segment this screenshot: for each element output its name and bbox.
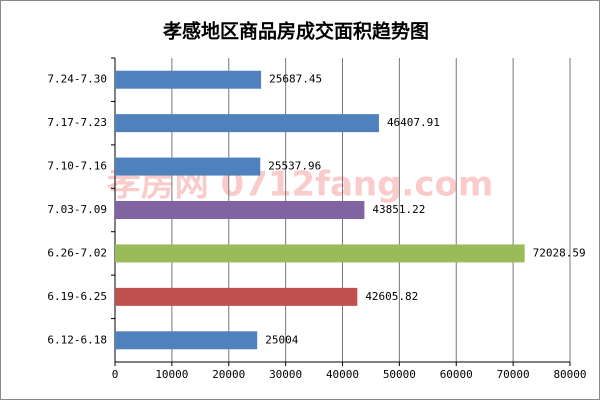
y-tick-label: 7.24-7.30 bbox=[47, 73, 107, 86]
y-tick-label: 7.10-7.16 bbox=[47, 160, 107, 173]
y-tick-label: 6.19-6.25 bbox=[47, 290, 107, 303]
x-tick-label: 50000 bbox=[383, 368, 416, 381]
x-tick-label: 40000 bbox=[326, 368, 359, 381]
bar bbox=[115, 331, 258, 350]
bar bbox=[115, 157, 261, 176]
x-tick-label: 70000 bbox=[497, 368, 530, 381]
y-tick-label: 6.12-6.18 bbox=[47, 333, 107, 346]
y-tick-label: 7.03-7.09 bbox=[47, 203, 107, 216]
chart-title: 孝感地区商品房成交面积趋势图 bbox=[163, 20, 429, 43]
bar bbox=[115, 70, 262, 89]
x-tick-label: 20000 bbox=[212, 368, 245, 381]
x-tick-label: 60000 bbox=[440, 368, 473, 381]
value-label: 25537.96 bbox=[268, 160, 321, 173]
x-tick-label: 10000 bbox=[155, 368, 188, 381]
bar bbox=[115, 244, 525, 263]
bar bbox=[115, 114, 379, 133]
value-label: 25004 bbox=[265, 333, 298, 346]
value-label: 72028.59 bbox=[533, 246, 586, 259]
bar bbox=[115, 201, 365, 219]
bar bbox=[115, 287, 358, 306]
value-label: 42605.82 bbox=[365, 290, 418, 303]
value-label: 43851.22 bbox=[372, 203, 425, 216]
value-label: 25687.45 bbox=[269, 73, 322, 86]
value-label: 46407.91 bbox=[387, 116, 440, 129]
y-tick-label: 7.17-7.23 bbox=[47, 116, 107, 129]
x-tick-label: 80000 bbox=[553, 368, 586, 381]
y-tick-label: 6.26-7.02 bbox=[47, 246, 107, 259]
x-tick-label: 30000 bbox=[269, 368, 302, 381]
x-tick-label: 0 bbox=[112, 368, 119, 381]
